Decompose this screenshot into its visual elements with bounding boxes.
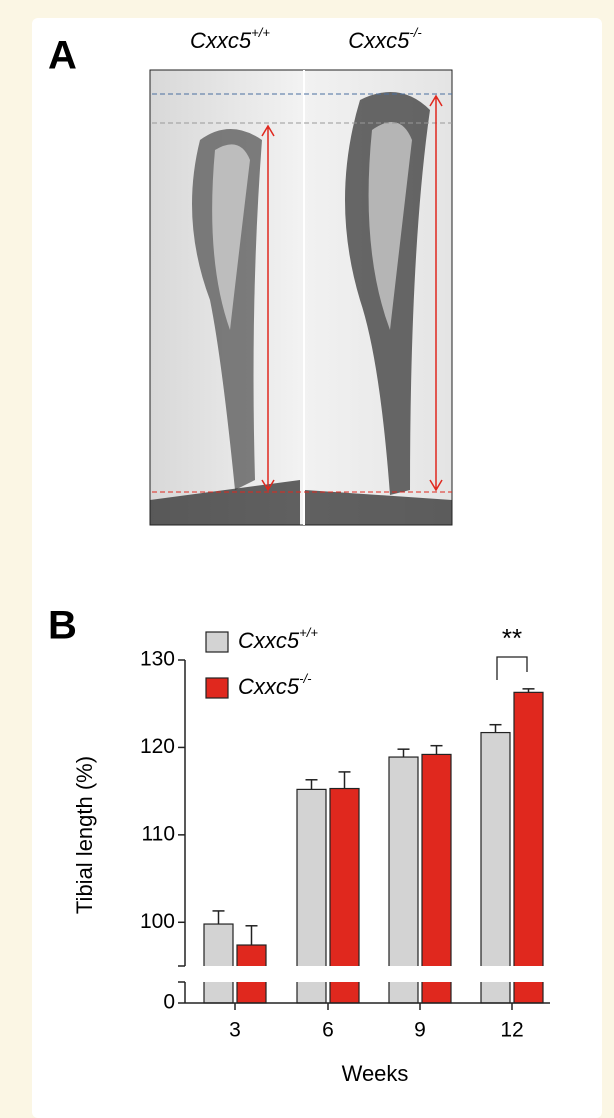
legend-name: Cxxc5 bbox=[238, 674, 300, 699]
legend-sup: +/+ bbox=[299, 625, 318, 640]
bar bbox=[203, 923, 234, 1004]
legend-name: Cxxc5 bbox=[238, 628, 300, 653]
panel-b: B Tibial length (%) Weeks 0 100 110 120 130 3… bbox=[48, 604, 550, 1086]
label-sup: -/- bbox=[409, 25, 422, 40]
legend-sup: -/- bbox=[299, 671, 312, 686]
bar bbox=[388, 756, 419, 1004]
legend-swatch bbox=[205, 677, 229, 699]
column-label: Cxxc5+/+ bbox=[190, 25, 270, 52]
y-tick-label: 120 bbox=[140, 735, 175, 758]
label-base: Cxxc5 bbox=[348, 28, 410, 53]
x-tick-label: 6 bbox=[322, 1019, 334, 1042]
x-tick-label: 9 bbox=[414, 1019, 426, 1042]
panel-label: B bbox=[48, 604, 77, 648]
y-tick-label: 110 bbox=[142, 822, 175, 845]
panel-label: A bbox=[48, 34, 77, 78]
legend-label: Cxxc5-/- bbox=[238, 671, 312, 698]
legend-label: Cxxc5+/+ bbox=[238, 625, 318, 652]
y-axis-label: Tibial length (%) bbox=[72, 756, 97, 914]
bar bbox=[480, 731, 511, 1004]
foot bbox=[150, 480, 452, 525]
significance-bracket bbox=[496, 656, 528, 680]
label-sup: +/+ bbox=[251, 25, 270, 40]
bar bbox=[513, 691, 544, 1004]
y-tick-label: 100 bbox=[140, 910, 175, 933]
x-axis-label: Weeks bbox=[342, 1061, 409, 1086]
x-tick-label: 3 bbox=[229, 1019, 241, 1042]
legend-swatch bbox=[205, 631, 229, 653]
bone-inner bbox=[368, 122, 412, 330]
significance: ** bbox=[502, 623, 522, 653]
x-tick-label: 12 bbox=[500, 1019, 523, 1042]
bar bbox=[421, 753, 452, 1004]
panel-a: A Cxxc5+/+ Cxxc5-/- bbox=[48, 25, 453, 526]
column-label: Cxxc5-/- bbox=[348, 25, 422, 52]
y-tick-label: 0 bbox=[163, 991, 175, 1014]
label-base: Cxxc5 bbox=[190, 28, 252, 53]
axis-break-gap bbox=[175, 966, 550, 982]
arrows bbox=[261, 94, 443, 492]
y-tick-label: 130 bbox=[140, 648, 175, 671]
bone-inner bbox=[212, 144, 250, 330]
